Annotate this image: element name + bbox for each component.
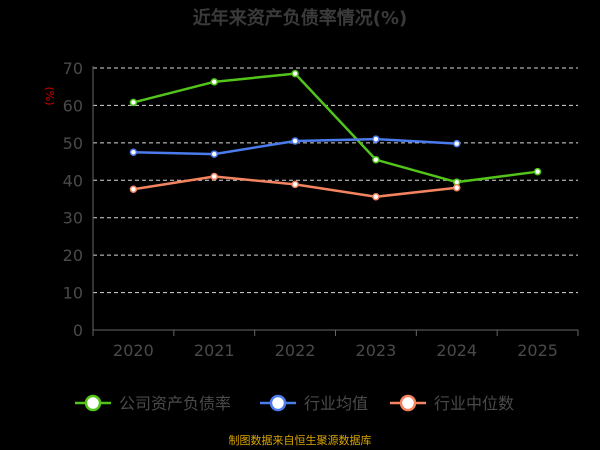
x-tick-label: 2024 [436,341,477,360]
legend-marker [84,394,102,412]
y-tick-label: 70 [63,59,83,78]
legend-marker [399,394,417,412]
x-tick-label: 2025 [517,341,558,360]
data-point [291,180,299,189]
legend-label: 行业中位数 [434,394,514,413]
data-source-note: 制图数据来自恒生聚源数据库 [229,433,372,447]
y-tick-label: 10 [63,284,83,303]
series-line-0 [133,72,538,184]
chart-title: 近年来资产负债率情况(%) [193,7,408,29]
y-tick-label: 50 [63,134,83,153]
x-tick-label: 2022 [275,341,316,360]
data-point [291,137,299,145]
data-point [129,98,138,107]
x-tick-label: 2021 [194,341,235,360]
data-point [372,135,380,143]
data-point [291,69,299,78]
y-axis-unit-label: (%) [43,86,56,105]
data-point [453,184,461,192]
y-tick-label: 20 [63,246,83,265]
y-tick-label: 40 [63,171,83,190]
data-point [372,155,380,164]
data-point [372,193,380,201]
data-point [210,150,218,158]
x-tick-label: 2020 [113,341,154,360]
legend-label: 行业均值 [304,394,368,413]
axes: 0 10 20 30 40 50 60 70 2020 2021 2022 2023 2024 2025 [63,59,579,360]
data-point [453,139,461,148]
y-tick-label: 30 [63,209,83,228]
data-point [129,148,138,156]
data-point [129,185,138,194]
data-point [210,78,218,86]
data-point [533,167,542,176]
data-point [210,172,218,181]
x-tick-label: 2023 [356,341,397,360]
grid-lines [93,67,578,294]
y-tick-label: 60 [63,96,83,115]
series-lines [129,69,542,201]
legend: 公司资产负债率 行业均值 行业中位数 [75,394,514,413]
legend-label: 公司资产负债率 [119,394,231,413]
legend-marker [269,394,287,412]
y-tick-label: 0 [73,321,83,340]
